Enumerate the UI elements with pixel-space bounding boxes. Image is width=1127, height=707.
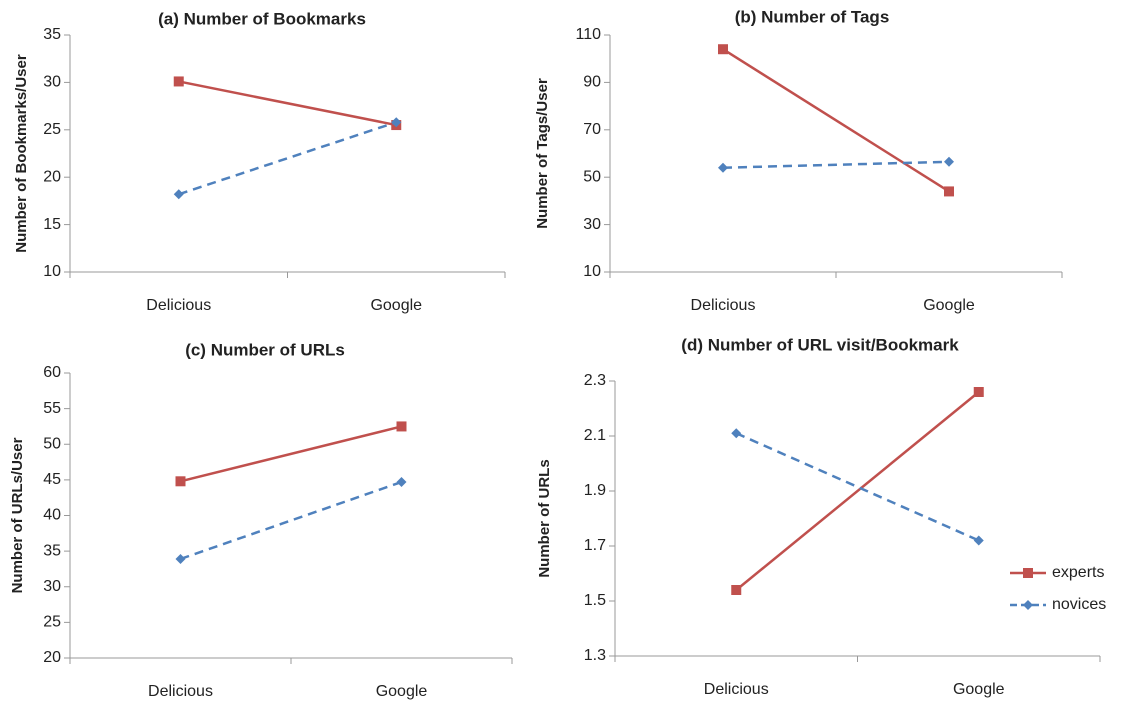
y-tick-label: 10 xyxy=(43,263,61,280)
y-tick-label: 70 xyxy=(583,121,601,138)
data-point xyxy=(973,535,984,546)
series-line xyxy=(722,48,950,193)
y-tick-label: 35 xyxy=(43,26,61,43)
y-tick-label: 25 xyxy=(43,121,61,138)
data-point xyxy=(731,585,742,595)
x-tick-label: Google xyxy=(923,297,975,314)
series-line xyxy=(178,121,397,196)
y-tick-label: 40 xyxy=(43,507,61,524)
y-tick-label: 2.3 xyxy=(584,372,606,389)
x-tick-label: Google xyxy=(370,297,422,314)
y-tick-label: 110 xyxy=(575,26,601,43)
y-tick-label: 50 xyxy=(43,435,61,452)
data-point xyxy=(173,189,184,200)
y-tick-label: 20 xyxy=(43,649,61,666)
y-tick-label: 30 xyxy=(43,74,61,91)
chart-title: (a) Number of Bookmarks xyxy=(158,9,366,28)
data-point xyxy=(396,421,407,432)
series-line xyxy=(178,80,397,127)
x-tick-label: Google xyxy=(376,683,428,700)
series-line xyxy=(722,160,950,169)
y-axis-label: Number of Bookmarks/User xyxy=(13,54,30,253)
chart-title: (c) Number of URLs xyxy=(185,340,345,359)
data-point xyxy=(718,162,728,173)
y-tick-label: 30 xyxy=(583,216,601,233)
data-point xyxy=(396,477,407,488)
y-axis-label: Number of URLs/User xyxy=(9,437,26,593)
x-tick-label: Delicious xyxy=(691,297,756,314)
data-point xyxy=(173,76,184,87)
y-tick-label: 50 xyxy=(583,168,601,185)
y-tick-label: 60 xyxy=(43,364,61,381)
legend-marker xyxy=(1023,600,1033,610)
series-line xyxy=(180,480,402,561)
series-line xyxy=(180,425,402,483)
y-tick-label: 20 xyxy=(43,168,61,185)
x-tick-label: Delicious xyxy=(146,297,211,314)
data-point xyxy=(944,186,954,197)
y-tick-label: 30 xyxy=(43,578,61,595)
y-tick-label: 25 xyxy=(43,614,61,631)
y-tick-label: 1.5 xyxy=(584,592,606,609)
data-point xyxy=(944,156,954,167)
y-tick-label: 55 xyxy=(43,400,61,417)
data-point xyxy=(391,117,402,128)
y-tick-label: 45 xyxy=(43,471,61,488)
series-line xyxy=(735,432,980,542)
y-tick-label: 1.9 xyxy=(584,482,606,499)
y-axis-label: Number of Tags/User xyxy=(534,78,551,229)
y-tick-label: 90 xyxy=(583,74,601,91)
y-tick-label: 10 xyxy=(583,263,601,280)
legend-label: experts xyxy=(1052,564,1104,581)
legend-label: novices xyxy=(1052,596,1106,613)
data-point xyxy=(718,44,728,55)
y-tick-label: 2.1 xyxy=(584,427,606,444)
y-tick-label: 1.3 xyxy=(584,647,606,664)
data-point xyxy=(175,553,186,564)
series-line xyxy=(735,391,980,591)
chart-title: (b) Number of Tags xyxy=(735,7,890,26)
y-axis-label: Number of URLs xyxy=(536,459,553,577)
x-tick-label: Delicious xyxy=(704,681,769,698)
data-point xyxy=(973,387,984,397)
x-tick-label: Delicious xyxy=(148,683,213,700)
y-tick-label: 35 xyxy=(43,542,61,559)
data-point xyxy=(175,476,186,487)
data-point xyxy=(731,428,742,439)
chart-title: (d) Number of URL visit/Bookmark xyxy=(681,335,959,354)
legend-marker xyxy=(1023,568,1033,578)
y-tick-label: 15 xyxy=(43,216,61,233)
y-tick-label: 1.7 xyxy=(584,537,606,554)
x-tick-label: Google xyxy=(953,681,1005,698)
